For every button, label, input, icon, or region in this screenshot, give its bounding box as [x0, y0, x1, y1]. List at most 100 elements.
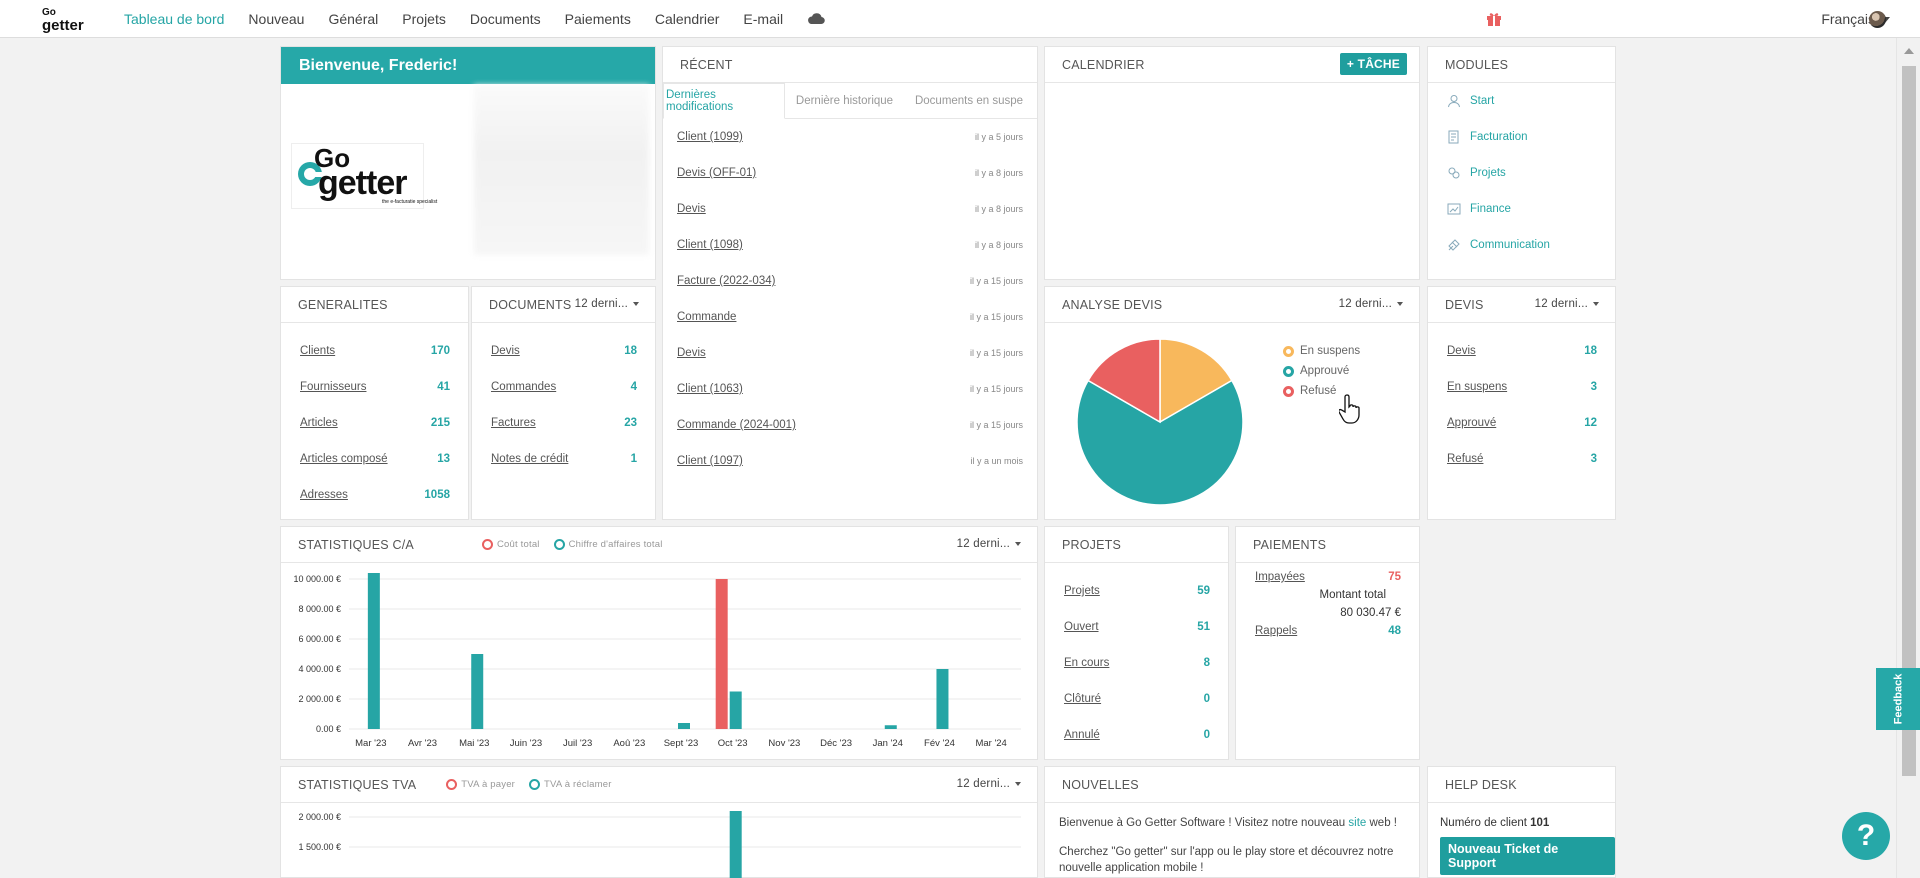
bar-ca[interactable]	[884, 725, 897, 729]
bar-cout[interactable]	[715, 579, 728, 729]
recent-item-link[interactable]: Client (1098)	[677, 239, 743, 251]
row-link[interactable]: Approuvé	[1447, 417, 1497, 429]
site-link[interactable]: site	[1348, 817, 1367, 829]
bar-ca[interactable]	[678, 723, 690, 729]
row-link[interactable]: Factures	[491, 417, 536, 429]
module-communication[interactable]: Communication	[1428, 227, 1615, 263]
recent-item-link[interactable]: Client (1099)	[677, 131, 743, 143]
scroll-up-arrow-icon[interactable]	[1904, 48, 1914, 54]
row-link[interactable]: Articles composé	[300, 453, 388, 465]
recent-item-link[interactable]: Client (1097)	[677, 455, 743, 467]
nav-projets[interactable]: Projets	[402, 11, 446, 27]
devis-title: DEVIS 12 derni...	[1428, 287, 1615, 323]
bar-ca[interactable]	[471, 654, 484, 729]
table-row: Ouvert 51	[1045, 609, 1228, 645]
nav-general[interactable]: Général	[328, 11, 379, 27]
legend-cout-total[interactable]: Coût total	[496, 539, 540, 550]
question-mark-icon: ?	[1856, 819, 1876, 852]
feedback-tab[interactable]: Feedback	[1876, 668, 1920, 730]
stats-ca-period-dropdown[interactable]: 12 derni...	[957, 538, 1021, 550]
row-link[interactable]: Clôturé	[1064, 693, 1102, 705]
recent-item-link[interactable]: Commande (2024-001)	[677, 419, 796, 431]
x-tick-label: Mar '23	[355, 738, 386, 749]
row-link[interactable]: Fournisseurs	[300, 381, 367, 393]
row-link[interactable]: Ouvert	[1064, 621, 1099, 633]
x-tick-label: Avr '23	[408, 738, 437, 749]
recent-item-link[interactable]: Client (1063)	[677, 383, 743, 395]
cloud-icon[interactable]	[807, 13, 825, 25]
legend-tva-a-reclamer[interactable]: TVA à réclamer	[544, 779, 612, 790]
nav-nouveau[interactable]: Nouveau	[248, 11, 305, 27]
recent-item-link[interactable]: Devis	[677, 347, 706, 359]
legend-tva-a-payer[interactable]: TVA à payer	[461, 779, 516, 790]
nav-email[interactable]: E-mail	[743, 11, 784, 27]
language-dropdown[interactable]: Français	[1821, 11, 1890, 27]
pie-slice-refus[interactable]	[1087, 338, 1161, 424]
row-value: 1058	[424, 489, 450, 501]
analyse-title: ANALYSE DEVIS 12 derni...	[1045, 287, 1419, 323]
devis-period-dropdown[interactable]: 12 derni...	[1535, 298, 1599, 310]
app-logo[interactable]: Go getter	[42, 6, 102, 33]
row-link[interactable]: Commandes	[491, 381, 557, 393]
bar-tva-reclamer[interactable]	[729, 811, 742, 878]
scrollbar-thumb[interactable]	[1902, 66, 1916, 776]
help-button[interactable]: ?	[1842, 812, 1890, 860]
user-avatar[interactable]	[1869, 11, 1886, 28]
documents-period-dropdown[interactable]: 12 derni...	[575, 298, 639, 310]
devis-panel: DEVIS 12 derni... Devis 18 En suspens 3 Ap…	[1427, 286, 1616, 520]
new-support-ticket-button[interactable]: Nouveau Ticket de Support	[1440, 837, 1615, 875]
list-item: Client (1098) il y a 8 jours	[663, 227, 1037, 263]
module-facturation[interactable]: Facturation	[1428, 119, 1615, 155]
row-link[interactable]: En cours	[1064, 657, 1110, 669]
nav-documents[interactable]: Documents	[469, 11, 541, 27]
module-start[interactable]: Start	[1428, 83, 1615, 119]
nav-calendrier[interactable]: Calendrier	[654, 11, 720, 27]
stats-tva-period-dropdown[interactable]: 12 derni...	[957, 778, 1021, 790]
tab-documents-en-suspens[interactable]: Documents en suspe	[914, 94, 1024, 107]
legend-chiffre-affaires[interactable]: Chiffre d'affaires total	[568, 539, 663, 550]
recent-item-link[interactable]: Devis (OFF-01)	[677, 167, 757, 179]
impayees-link[interactable]: Impayées	[1255, 571, 1305, 583]
row-link[interactable]: Annulé	[1064, 729, 1100, 741]
devis-pie-chart	[1076, 338, 1244, 506]
bar-ca[interactable]	[367, 573, 380, 729]
row-link[interactable]: En suspens	[1447, 381, 1508, 393]
module-finance[interactable]: Finance	[1428, 191, 1615, 227]
tab-dernieres-modifications[interactable]: Dernières modifications	[663, 83, 785, 119]
paiements-panel: PAIEMENTS Impayées 75 Montant total 80 0…	[1235, 526, 1420, 760]
row-link[interactable]: Devis	[1447, 345, 1476, 357]
nav-paiements[interactable]: Paiements	[564, 11, 631, 27]
row-link[interactable]: Refusé	[1447, 453, 1484, 465]
bar-ca[interactable]	[729, 691, 742, 730]
add-task-button[interactable]: + Tâche	[1339, 53, 1407, 75]
legend-en-suspens[interactable]: En suspens	[1283, 341, 1360, 361]
nav-tableau-de-bord[interactable]: Tableau de bord	[124, 11, 225, 27]
row-link[interactable]: Articles	[300, 417, 338, 429]
pie-slice-ensuspens[interactable]	[1159, 338, 1233, 424]
row-link[interactable]: Adresses	[300, 489, 348, 501]
table-row: Approuvé 12	[1428, 405, 1615, 441]
recent-item-link[interactable]: Devis	[677, 203, 706, 215]
tab-derniere-historique[interactable]: Dernière historique	[795, 94, 894, 107]
bar-ca[interactable]	[936, 669, 949, 729]
generalites-panel: GENERALITES Clients 170 Fournisseurs 41 Ar…	[280, 286, 469, 520]
page-scrollbar[interactable]	[1896, 38, 1920, 878]
row-link[interactable]: Devis	[491, 345, 520, 357]
main-nav: Tableau de bord Nouveau Général Projets …	[124, 0, 825, 38]
recent-item-link[interactable]: Commande	[677, 311, 737, 323]
legend-refuse[interactable]: Refusé	[1283, 381, 1360, 401]
recent-item-time: il y a 15 jours	[969, 312, 1023, 322]
table-row: Devis 18	[472, 333, 655, 369]
row-link[interactable]: Clients	[300, 345, 336, 357]
legend-approuve[interactable]: Approuvé	[1283, 361, 1360, 381]
row-link[interactable]: Notes de crédit	[491, 453, 569, 465]
analyse-period-dropdown[interactable]: 12 derni...	[1339, 298, 1403, 310]
recent-item-link[interactable]: Facture (2022-034)	[677, 275, 776, 287]
rappels-link[interactable]: Rappels	[1255, 625, 1298, 637]
module-projets[interactable]: Projets	[1428, 155, 1615, 191]
calendar-panel: CALENDRIER + Tâche	[1044, 46, 1420, 280]
pie-slice-approuv[interactable]	[1076, 379, 1244, 506]
gift-icon[interactable]	[1486, 11, 1502, 27]
nouvelles-title: NOUVELLES	[1045, 767, 1419, 803]
row-link[interactable]: Projets	[1064, 585, 1100, 597]
